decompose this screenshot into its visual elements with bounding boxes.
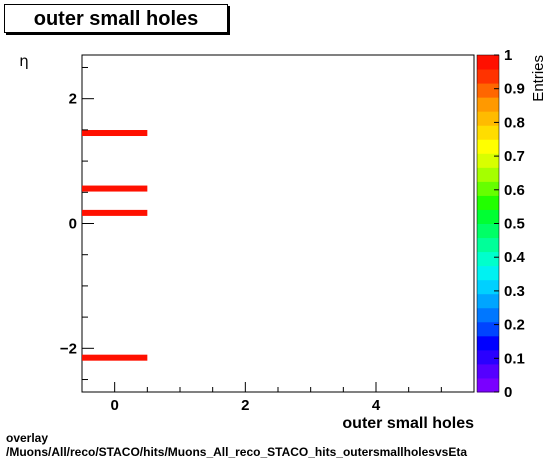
colorbar-swatch	[477, 237, 499, 253]
colorbar-swatch	[477, 307, 499, 323]
colorbar-tick-label: 0.4	[504, 249, 526, 266]
footer-line-1: overlay	[6, 431, 49, 445]
colorbar-tick-label: 0.8	[504, 114, 525, 131]
y-axis: −2 0 2	[60, 66, 94, 381]
colorbar-tick-label: 0	[504, 384, 512, 401]
colorbar-swatch	[477, 349, 499, 365]
colorbar-swatch	[477, 265, 499, 281]
colorbar: 0 0.1 0.2 0.3 0.4 0.5 0.6 0.7 0.8 0.9 1	[476, 47, 526, 401]
colorbar-tick-label: 0.5	[504, 216, 525, 233]
colorbar-tick-label: 0.7	[504, 148, 525, 165]
colorbar-tick-label: 1	[504, 47, 512, 64]
x-axis: 0 2 4	[110, 382, 442, 414]
footer: overlay /Muons/All/reco/STACO/hits/Muons…	[6, 431, 467, 459]
colorbar-swatch	[477, 209, 499, 224]
y-tick-label: 2	[69, 91, 77, 108]
title-box: outer small holes	[4, 4, 228, 33]
colorbar-swatch	[477, 251, 499, 267]
heatmap-cell-3	[82, 354, 148, 361]
x-tick-label: 2	[241, 397, 249, 414]
colorbar-swatch	[477, 363, 499, 379]
colorbar-swatch	[477, 167, 499, 182]
colorbar-swatch	[477, 153, 499, 168]
colorbar-swatch	[477, 83, 499, 98]
colorbar-tick-label: 0.6	[504, 182, 525, 199]
colorbar-swatch	[477, 223, 499, 239]
colorbar-swatch	[477, 55, 499, 70]
cells-layer	[82, 130, 148, 361]
colorbar-swatch	[477, 293, 499, 309]
colorbar-tick-label: 0.9	[504, 81, 525, 98]
colorbar-label: Entries	[530, 55, 546, 102]
colorbar-swatch	[477, 335, 499, 351]
heatmap-cell-1	[82, 185, 148, 192]
colorbar-frame	[476, 54, 500, 393]
colorbar-swatch	[477, 195, 499, 210]
colorbar-swatch	[477, 181, 499, 196]
y-tick-label: −2	[60, 340, 77, 357]
heatmap-cell-0	[82, 130, 148, 137]
colorbar-swatch	[477, 139, 499, 154]
colorbar-swatch	[477, 97, 499, 112]
colorbar-tick-label: 0.3	[504, 283, 525, 300]
colorbar-tick-label: 0.1	[504, 350, 525, 367]
chart-title: outer small holes	[33, 8, 199, 30]
plot-frame	[81, 54, 475, 393]
y-axis-label: η	[19, 52, 29, 70]
colorbar-swatch	[477, 125, 499, 140]
colorbar-swatch	[477, 69, 499, 84]
x-tick-label: 4	[372, 397, 381, 414]
heatmap-cell-2	[82, 209, 148, 216]
x-axis-label: outer small holes	[342, 415, 474, 432]
x-tick-label: 0	[110, 397, 118, 414]
footer-line-2: /Muons/All/reco/STACO/hits/Muons_All_rec…	[6, 445, 467, 459]
colorbar-swatch	[477, 279, 499, 295]
y-tick-label: 0	[69, 216, 77, 233]
colorbar-tick-label: 0.2	[504, 317, 525, 334]
colorbar-swatch	[477, 377, 499, 393]
colorbar-swatch	[477, 321, 499, 337]
colorbar-swatch	[477, 111, 499, 126]
